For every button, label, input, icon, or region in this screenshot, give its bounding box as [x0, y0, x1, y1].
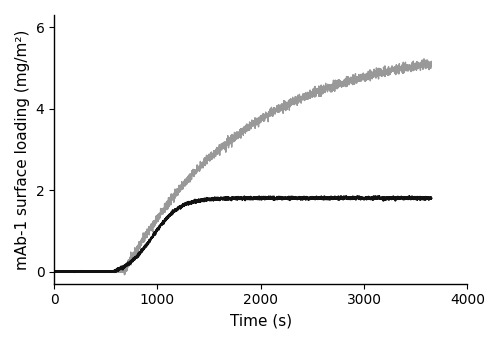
- X-axis label: Time (s): Time (s): [230, 313, 292, 328]
- Y-axis label: mAb-1 surface loading (mg/m²): mAb-1 surface loading (mg/m²): [15, 29, 30, 270]
